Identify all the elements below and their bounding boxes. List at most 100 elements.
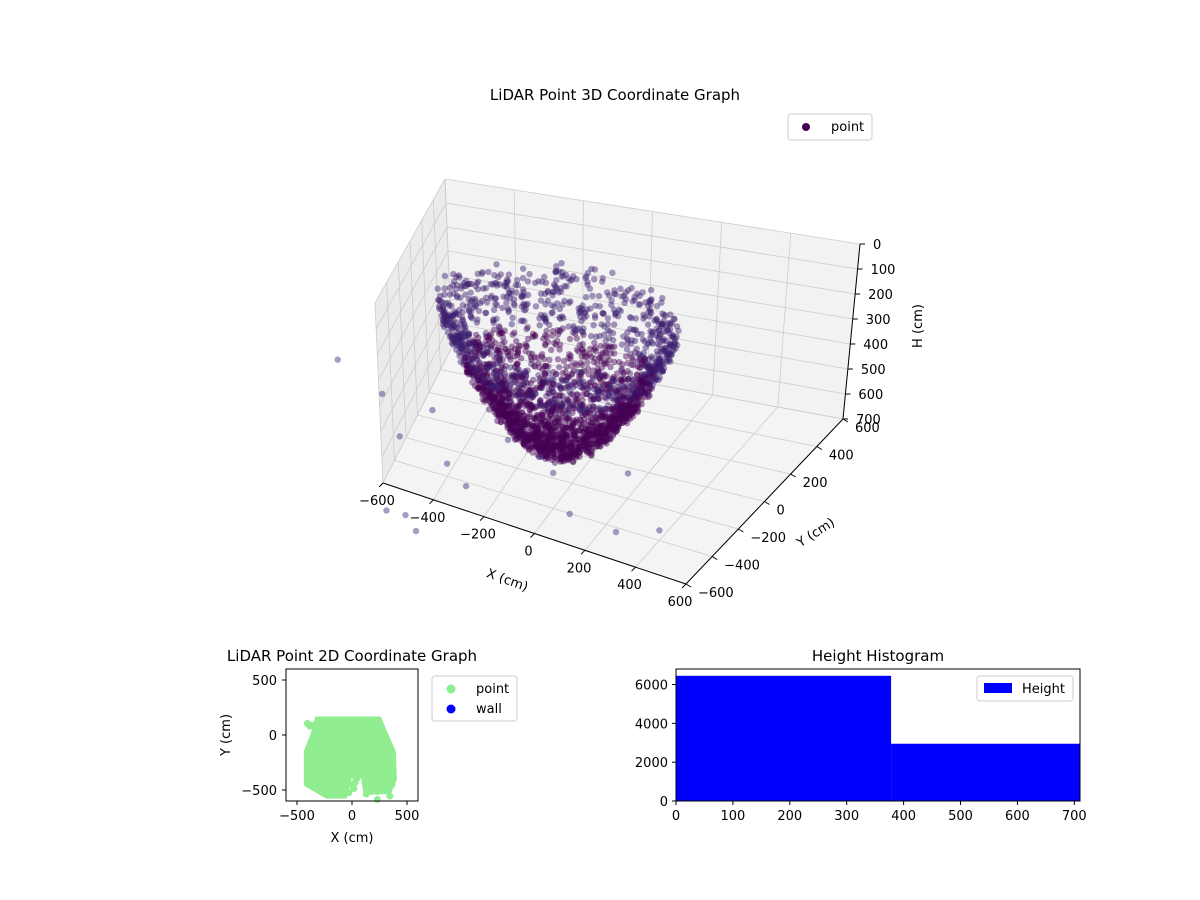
point-marker: [548, 409, 555, 416]
point-marker: [606, 384, 613, 391]
point-marker: [499, 383, 506, 390]
point-marker: [541, 450, 549, 458]
point-marker: [647, 301, 654, 308]
point-marker: [474, 384, 481, 391]
point-marker: [632, 395, 639, 402]
point-marker: [552, 395, 559, 402]
point-marker: [594, 428, 601, 435]
point-marker: [602, 431, 610, 438]
point-marker: [620, 408, 628, 416]
point-marker: [638, 378, 645, 385]
point-marker: [465, 331, 472, 338]
point-marker: [567, 438, 575, 445]
point-marker: [599, 426, 606, 433]
point-marker: [551, 418, 559, 426]
point-marker: [558, 401, 566, 408]
point-marker: [516, 369, 523, 377]
point-marker: [480, 343, 487, 351]
point-marker: [464, 333, 471, 340]
point-marker: [460, 322, 468, 329]
point-marker: [467, 301, 474, 309]
point-marker: [593, 443, 600, 450]
point-marker: [539, 440, 547, 447]
point-marker: [497, 405, 504, 413]
point-marker: [453, 319, 460, 326]
point-marker: [607, 416, 615, 424]
point-marker: [560, 414, 567, 421]
point-marker: [618, 365, 625, 372]
point-marker: [442, 299, 449, 307]
point-marker: [540, 314, 547, 321]
point-marker: [647, 362, 654, 369]
point-marker: [553, 442, 560, 449]
point-marker: [499, 387, 506, 394]
point-marker: [515, 392, 523, 399]
point-marker: [549, 389, 556, 396]
point-marker: [627, 415, 634, 422]
point-marker: [607, 419, 615, 426]
point-marker: [625, 376, 632, 383]
point-marker: [570, 367, 578, 374]
point-marker: [487, 294, 495, 302]
point-marker: [538, 447, 546, 455]
point-marker: [524, 391, 532, 399]
point-marker: [629, 394, 636, 401]
point-marker: [515, 431, 522, 438]
point-marker: [439, 303, 447, 310]
point-marker: [545, 400, 552, 407]
point-marker: [448, 325, 455, 333]
point-marker: [532, 422, 539, 430]
grid-line-z-left: [379, 274, 450, 407]
point-marker: [463, 351, 470, 358]
point-marker: [505, 390, 512, 397]
point-marker: [473, 372, 480, 380]
point-marker: [667, 341, 674, 348]
point-marker: [453, 281, 461, 289]
point-marker: [536, 419, 543, 427]
chart-3d-ylabel: Y (cm): [794, 515, 838, 551]
point-marker: [539, 378, 547, 386]
point-marker: [574, 391, 581, 399]
point-marker: [475, 377, 482, 385]
point-marker: [597, 434, 604, 442]
point-marker: [544, 297, 552, 304]
point-marker: [528, 401, 535, 409]
point-marker: [621, 400, 628, 408]
point-marker: [663, 337, 670, 344]
point-marker: [462, 324, 469, 331]
point-marker: [579, 306, 586, 313]
point-marker: [657, 359, 664, 366]
point-marker: [488, 383, 496, 391]
point-marker: [548, 408, 555, 415]
point-marker: [598, 321, 605, 328]
point-marker: [620, 292, 628, 300]
point-marker: [558, 375, 565, 383]
point-marker: [487, 381, 494, 389]
point-marker: [533, 403, 540, 410]
point-marker: [611, 287, 618, 294]
point-marker: [472, 282, 479, 290]
point-marker: [556, 364, 563, 371]
point-marker: [479, 396, 486, 403]
point-marker: [482, 338, 490, 345]
point-marker: [458, 330, 465, 337]
point-marker: [576, 443, 583, 450]
point-marker: [383, 765, 391, 773]
point-marker: [549, 380, 556, 387]
point-marker: [605, 334, 613, 341]
point-marker: [572, 432, 580, 439]
chart-2d-legend: point wall: [431, 675, 518, 722]
point-marker: [634, 396, 641, 403]
point-marker: [508, 425, 515, 432]
point-marker: [634, 330, 641, 338]
point-marker: [529, 431, 537, 438]
point-marker: [499, 393, 506, 400]
point-marker: [614, 411, 621, 419]
point-marker: [536, 430, 543, 437]
point-marker: [580, 349, 587, 357]
point-marker: [558, 445, 565, 452]
legend-label-height: Height: [1022, 682, 1065, 697]
point-marker: [487, 382, 494, 389]
point-marker: [600, 427, 607, 435]
point-marker: [626, 410, 633, 417]
